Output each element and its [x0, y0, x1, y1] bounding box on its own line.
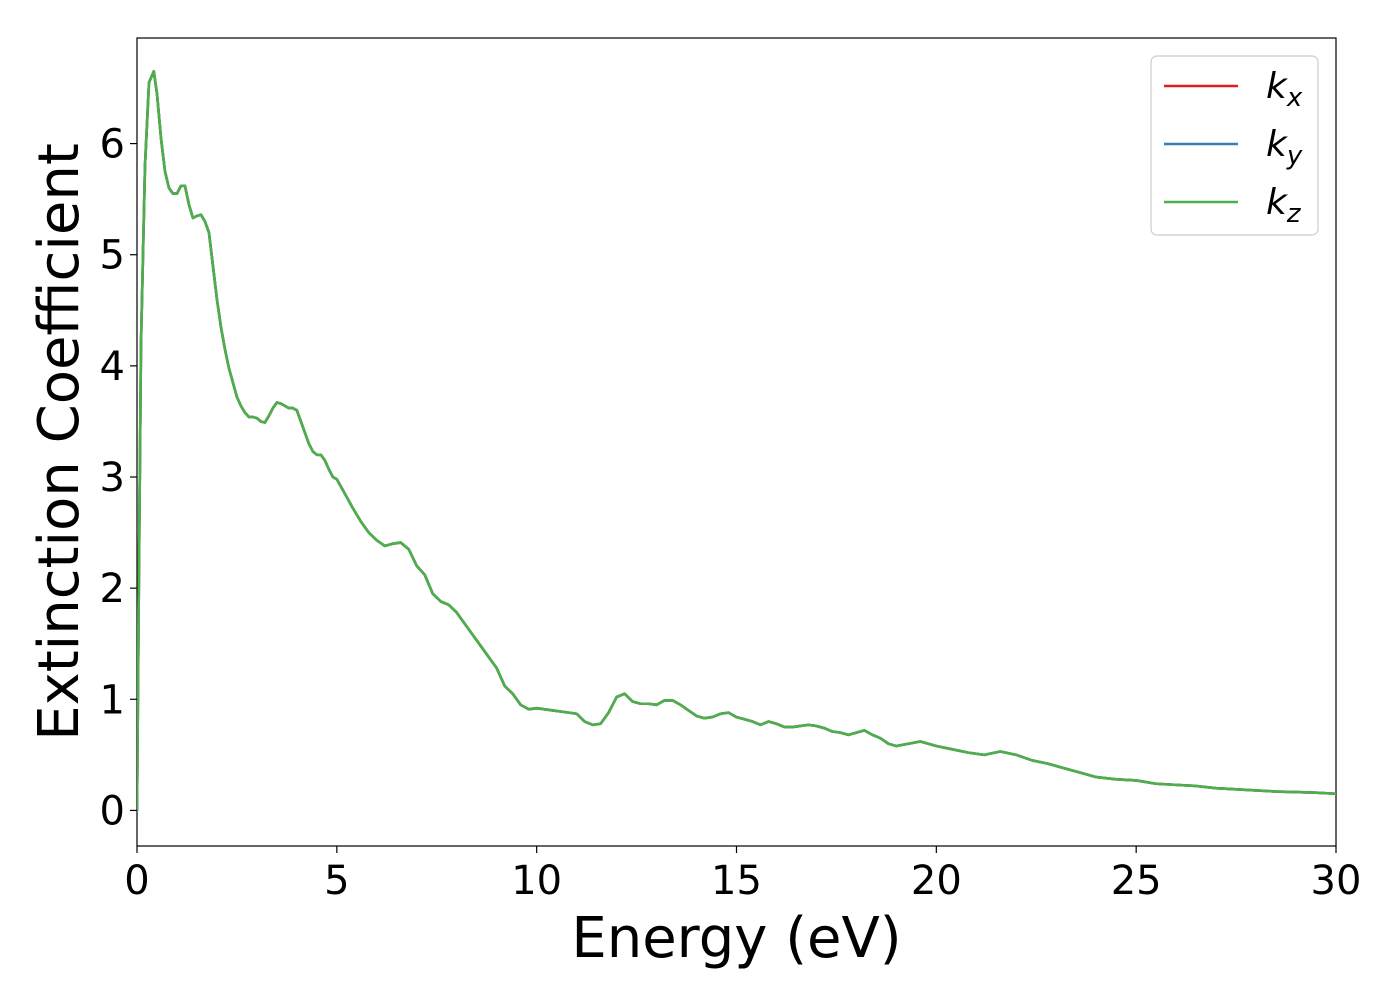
x-tick-label: 30 — [1311, 858, 1362, 904]
x-tick-label: 25 — [1111, 858, 1162, 904]
legend-box — [1150, 55, 1319, 236]
y-tick-label: 4 — [100, 344, 125, 390]
y-tick-label: 5 — [100, 233, 125, 279]
series-line-kz — [137, 70, 1336, 812]
legend-label-kx: kx — [1266, 66, 1303, 113]
x-tick-label: 10 — [511, 858, 562, 904]
x-axis-ticks: 0 5 10 15 20 25 30 — [124, 846, 1361, 904]
y-axis-title: Extinction Coefficient — [27, 143, 92, 741]
y-tick-label: 2 — [100, 566, 125, 612]
legend: kx ky kz — [1150, 55, 1319, 236]
legend-label-ky: ky — [1266, 124, 1303, 171]
x-axis-title: Energy (eV) — [571, 906, 901, 971]
x-tick-label: 15 — [711, 858, 762, 904]
y-tick-label: 3 — [100, 455, 125, 501]
y-axis-ticks: 0 1 2 3 4 5 6 — [100, 122, 137, 834]
series-layer — [137, 70, 1336, 812]
y-tick-label: 6 — [100, 122, 125, 168]
x-tick-label: 20 — [911, 858, 962, 904]
y-tick-label: 0 — [100, 788, 125, 834]
legend-label-kz: kz — [1266, 182, 1302, 229]
y-tick-label: 1 — [100, 677, 125, 723]
plot-area — [136, 37, 1337, 847]
x-tick-label: 0 — [124, 858, 149, 904]
x-tick-label: 5 — [324, 858, 349, 904]
axes-frame — [136, 37, 1337, 847]
